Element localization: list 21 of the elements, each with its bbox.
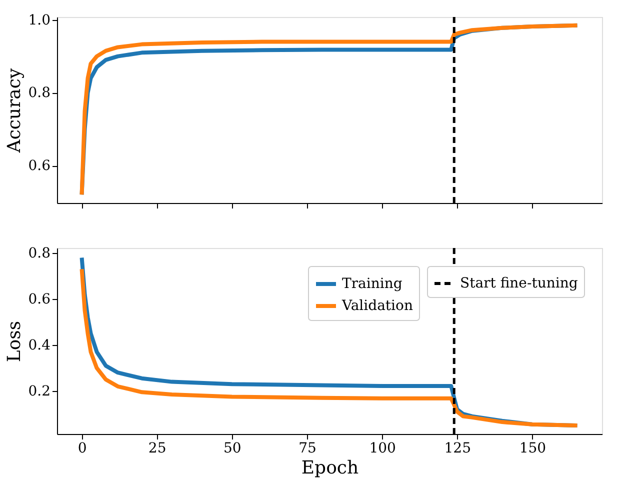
x-tick-label: 0 bbox=[78, 440, 87, 456]
y-tick-label: 0.6 bbox=[28, 158, 51, 174]
y-tick-label: 0.2 bbox=[28, 384, 50, 400]
x-tick-label: 100 bbox=[369, 440, 396, 456]
x-tick-label: 25 bbox=[148, 440, 166, 456]
y-axis-title: Accuracy bbox=[4, 68, 26, 154]
ref-line-label: Start fine-tuning bbox=[460, 276, 578, 292]
y-tick-label: 0.8 bbox=[28, 246, 50, 262]
y-tick-label: 0.8 bbox=[28, 85, 50, 102]
y-tick-label: 0.6 bbox=[28, 292, 51, 308]
x-tick-label: 75 bbox=[298, 440, 316, 456]
y-tick-label: 0.4 bbox=[28, 338, 51, 354]
x-tick-label: 50 bbox=[223, 440, 242, 456]
line-series bbox=[80, 23, 580, 197]
x-tick-label: 150 bbox=[519, 440, 546, 456]
y-tick-label: 1.0 bbox=[28, 12, 50, 28]
x-tick-label: 125 bbox=[444, 440, 471, 456]
x-axis-title: Epoch bbox=[301, 458, 359, 478]
legend-label: Training bbox=[342, 276, 402, 292]
legend-label: Validation bbox=[341, 298, 413, 314]
y-axis-title: Loss bbox=[4, 320, 26, 362]
